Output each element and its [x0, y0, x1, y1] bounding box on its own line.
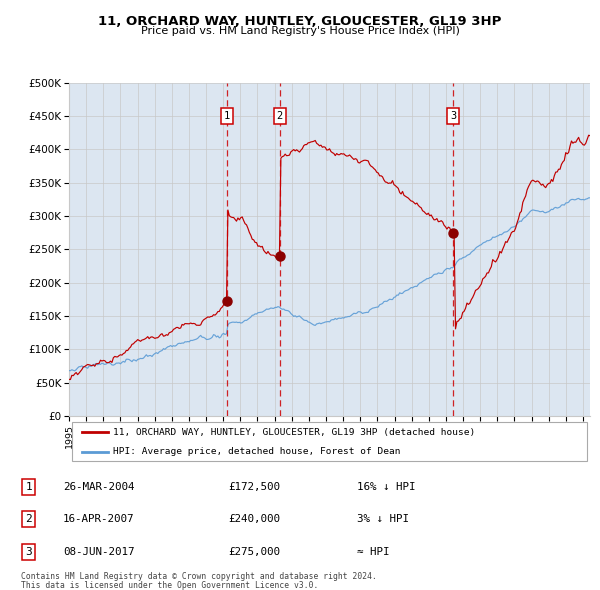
Text: Contains HM Land Registry data © Crown copyright and database right 2024.: Contains HM Land Registry data © Crown c…	[21, 572, 377, 581]
Text: 16-APR-2007: 16-APR-2007	[63, 514, 134, 524]
Text: £172,500: £172,500	[228, 482, 280, 491]
Text: 16% ↓ HPI: 16% ↓ HPI	[357, 482, 415, 491]
Text: This data is licensed under the Open Government Licence v3.0.: This data is licensed under the Open Gov…	[21, 581, 319, 589]
Text: £240,000: £240,000	[228, 514, 280, 524]
Text: 1: 1	[25, 482, 32, 491]
FancyBboxPatch shape	[71, 422, 587, 461]
Text: 3% ↓ HPI: 3% ↓ HPI	[357, 514, 409, 524]
Text: HPI: Average price, detached house, Forest of Dean: HPI: Average price, detached house, Fore…	[113, 447, 401, 456]
Text: Price paid vs. HM Land Registry's House Price Index (HPI): Price paid vs. HM Land Registry's House …	[140, 26, 460, 36]
Text: 2: 2	[277, 111, 283, 121]
Text: ≈ HPI: ≈ HPI	[357, 547, 389, 556]
Text: 3: 3	[451, 111, 457, 121]
Text: 1: 1	[224, 111, 230, 121]
Text: 08-JUN-2017: 08-JUN-2017	[63, 547, 134, 556]
Text: 11, ORCHARD WAY, HUNTLEY, GLOUCESTER, GL19 3HP: 11, ORCHARD WAY, HUNTLEY, GLOUCESTER, GL…	[98, 15, 502, 28]
Text: 3: 3	[25, 547, 32, 556]
Text: 26-MAR-2004: 26-MAR-2004	[63, 482, 134, 491]
Text: 2: 2	[25, 514, 32, 524]
Text: 11, ORCHARD WAY, HUNTLEY, GLOUCESTER, GL19 3HP (detached house): 11, ORCHARD WAY, HUNTLEY, GLOUCESTER, GL…	[113, 428, 476, 437]
Text: £275,000: £275,000	[228, 547, 280, 556]
